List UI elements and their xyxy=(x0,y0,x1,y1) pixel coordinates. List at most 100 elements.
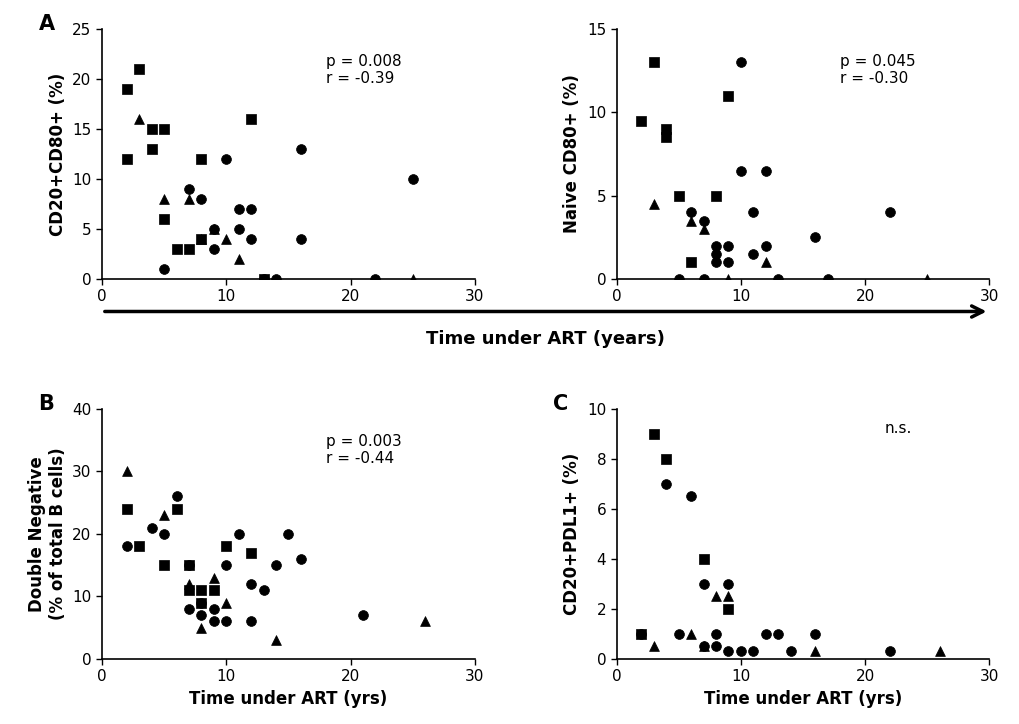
Point xyxy=(243,578,259,589)
Point xyxy=(757,240,773,251)
Point xyxy=(230,223,247,235)
Point xyxy=(255,273,271,285)
Point xyxy=(695,641,711,652)
Point xyxy=(144,143,160,155)
Point xyxy=(645,56,661,68)
Point xyxy=(633,115,649,127)
Point xyxy=(118,541,135,552)
Point xyxy=(218,615,234,627)
Point xyxy=(695,641,711,652)
Text: B: B xyxy=(39,394,54,414)
Point xyxy=(180,584,197,596)
Point xyxy=(881,206,898,218)
Point xyxy=(168,491,184,502)
Point xyxy=(757,628,773,639)
Point xyxy=(769,273,786,285)
Point xyxy=(180,193,197,205)
Point xyxy=(218,233,234,245)
Point xyxy=(131,113,148,125)
Point xyxy=(168,243,184,255)
Point xyxy=(156,263,172,274)
Point xyxy=(757,165,773,177)
Point xyxy=(769,628,786,639)
Point xyxy=(180,560,197,571)
Point xyxy=(819,273,836,285)
Point xyxy=(180,578,197,589)
Point xyxy=(683,206,699,218)
Point xyxy=(657,123,674,135)
Point xyxy=(806,628,822,639)
Point xyxy=(206,243,222,255)
Point xyxy=(707,628,723,639)
Y-axis label: Naive CD80+ (%): Naive CD80+ (%) xyxy=(562,75,581,233)
Point xyxy=(683,628,699,639)
Point xyxy=(243,547,259,558)
Point xyxy=(744,646,760,657)
Y-axis label: CD20+CD80+ (%): CD20+CD80+ (%) xyxy=(49,72,66,235)
Point xyxy=(707,248,723,260)
Point xyxy=(683,215,699,227)
Point xyxy=(292,553,309,565)
Point xyxy=(707,591,723,602)
Point xyxy=(118,153,135,165)
Point xyxy=(118,503,135,515)
Point xyxy=(131,541,148,552)
Point xyxy=(206,223,222,235)
Point xyxy=(206,223,222,235)
Point xyxy=(719,603,736,615)
Text: A: A xyxy=(39,14,55,34)
Point xyxy=(683,491,699,502)
Point xyxy=(255,273,271,285)
Point xyxy=(292,143,309,155)
Point xyxy=(669,190,686,201)
Point xyxy=(405,273,421,285)
Point xyxy=(230,253,247,265)
Point xyxy=(193,233,209,245)
Point xyxy=(156,193,172,205)
Text: n.s.: n.s. xyxy=(884,421,911,437)
Point xyxy=(695,223,711,235)
Point xyxy=(268,560,284,571)
Point xyxy=(156,123,172,135)
Point xyxy=(156,213,172,224)
Point xyxy=(930,646,947,657)
Text: p = 0.045
r = -0.30: p = 0.045 r = -0.30 xyxy=(840,54,915,86)
Point xyxy=(695,578,711,589)
Point xyxy=(193,597,209,608)
Point xyxy=(118,466,135,477)
Point xyxy=(645,198,661,210)
Point xyxy=(218,541,234,552)
Point xyxy=(180,560,197,571)
Point xyxy=(657,132,674,143)
Point xyxy=(881,646,898,657)
Text: p = 0.008
r = -0.39: p = 0.008 r = -0.39 xyxy=(325,54,400,86)
Point xyxy=(218,153,234,165)
Point xyxy=(193,584,209,596)
Text: C: C xyxy=(552,394,568,414)
Point xyxy=(707,190,723,201)
Point xyxy=(695,553,711,565)
Point xyxy=(744,248,760,260)
Text: p = 0.003
r = -0.44: p = 0.003 r = -0.44 xyxy=(325,434,401,466)
Point xyxy=(719,273,736,285)
Point xyxy=(633,628,649,639)
Point xyxy=(645,428,661,439)
Point xyxy=(695,273,711,285)
Point xyxy=(417,615,433,627)
Point xyxy=(719,646,736,657)
Point xyxy=(719,90,736,101)
Point xyxy=(657,478,674,489)
Point xyxy=(156,560,172,571)
Point xyxy=(732,646,748,657)
Point xyxy=(806,232,822,243)
Point xyxy=(732,56,748,68)
Point xyxy=(645,641,661,652)
Point xyxy=(806,646,822,657)
Point xyxy=(918,273,934,285)
Point xyxy=(193,153,209,165)
Point xyxy=(180,243,197,255)
Point xyxy=(193,193,209,205)
X-axis label: Time under ART (yrs): Time under ART (yrs) xyxy=(190,690,387,708)
Point xyxy=(355,610,371,621)
Point xyxy=(218,597,234,608)
